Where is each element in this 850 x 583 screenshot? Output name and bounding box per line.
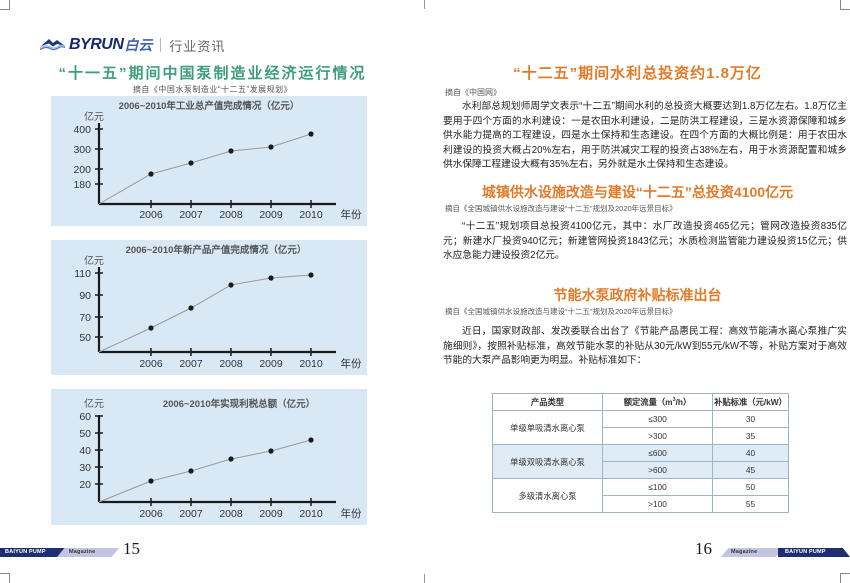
svg-text:50: 50 — [79, 332, 91, 344]
svg-text:年份: 年份 — [341, 357, 362, 370]
svg-text:2006: 2006 — [139, 209, 163, 221]
svg-text:2008: 2008 — [219, 209, 243, 221]
svg-text:30: 30 — [79, 462, 91, 474]
svg-text:年份: 年份 — [341, 507, 362, 520]
svg-text:年份: 年份 — [341, 208, 362, 221]
svg-text:2010: 2010 — [299, 508, 323, 520]
svg-text:2006: 2006 — [139, 508, 163, 520]
svg-text:2008: 2008 — [219, 358, 243, 370]
svg-text:200: 200 — [73, 164, 91, 176]
svg-text:2008: 2008 — [219, 508, 243, 520]
svg-text:40: 40 — [79, 445, 91, 457]
svg-text:2009: 2009 — [259, 358, 283, 370]
svg-text:50: 50 — [79, 428, 91, 440]
svg-text:70: 70 — [79, 312, 91, 324]
svg-text:60: 60 — [79, 411, 91, 423]
svg-text:2007: 2007 — [179, 358, 203, 370]
svg-text:180: 180 — [73, 179, 91, 191]
svg-text:2007: 2007 — [179, 508, 203, 520]
svg-text:亿元: 亿元 — [84, 254, 104, 267]
svg-text:2009: 2009 — [259, 508, 283, 520]
svg-text:2010: 2010 — [299, 209, 323, 221]
svg-text:亿元: 亿元 — [84, 397, 104, 410]
svg-text:2006~2010年新产品产值完成情况（亿元）: 2006~2010年新产品产值完成情况（亿元） — [126, 244, 307, 256]
svg-text:110: 110 — [74, 268, 91, 280]
svg-text:2007: 2007 — [179, 209, 203, 221]
svg-text:90: 90 — [79, 290, 91, 302]
svg-text:400: 400 — [73, 124, 91, 136]
svg-text:2006: 2006 — [139, 358, 163, 370]
svg-text:亿元: 亿元 — [84, 110, 104, 123]
svg-text:2006~2010年实现利税总额（亿元）: 2006~2010年实现利税总额（亿元） — [163, 398, 315, 410]
svg-text:2006~2010年工业总产值完成情况（亿元）: 2006~2010年工业总产值完成情况（亿元） — [119, 100, 300, 112]
svg-text:2010: 2010 — [299, 358, 323, 370]
svg-text:20: 20 — [79, 479, 91, 491]
svg-text:2009: 2009 — [259, 209, 283, 221]
svg-text:300: 300 — [73, 144, 91, 156]
